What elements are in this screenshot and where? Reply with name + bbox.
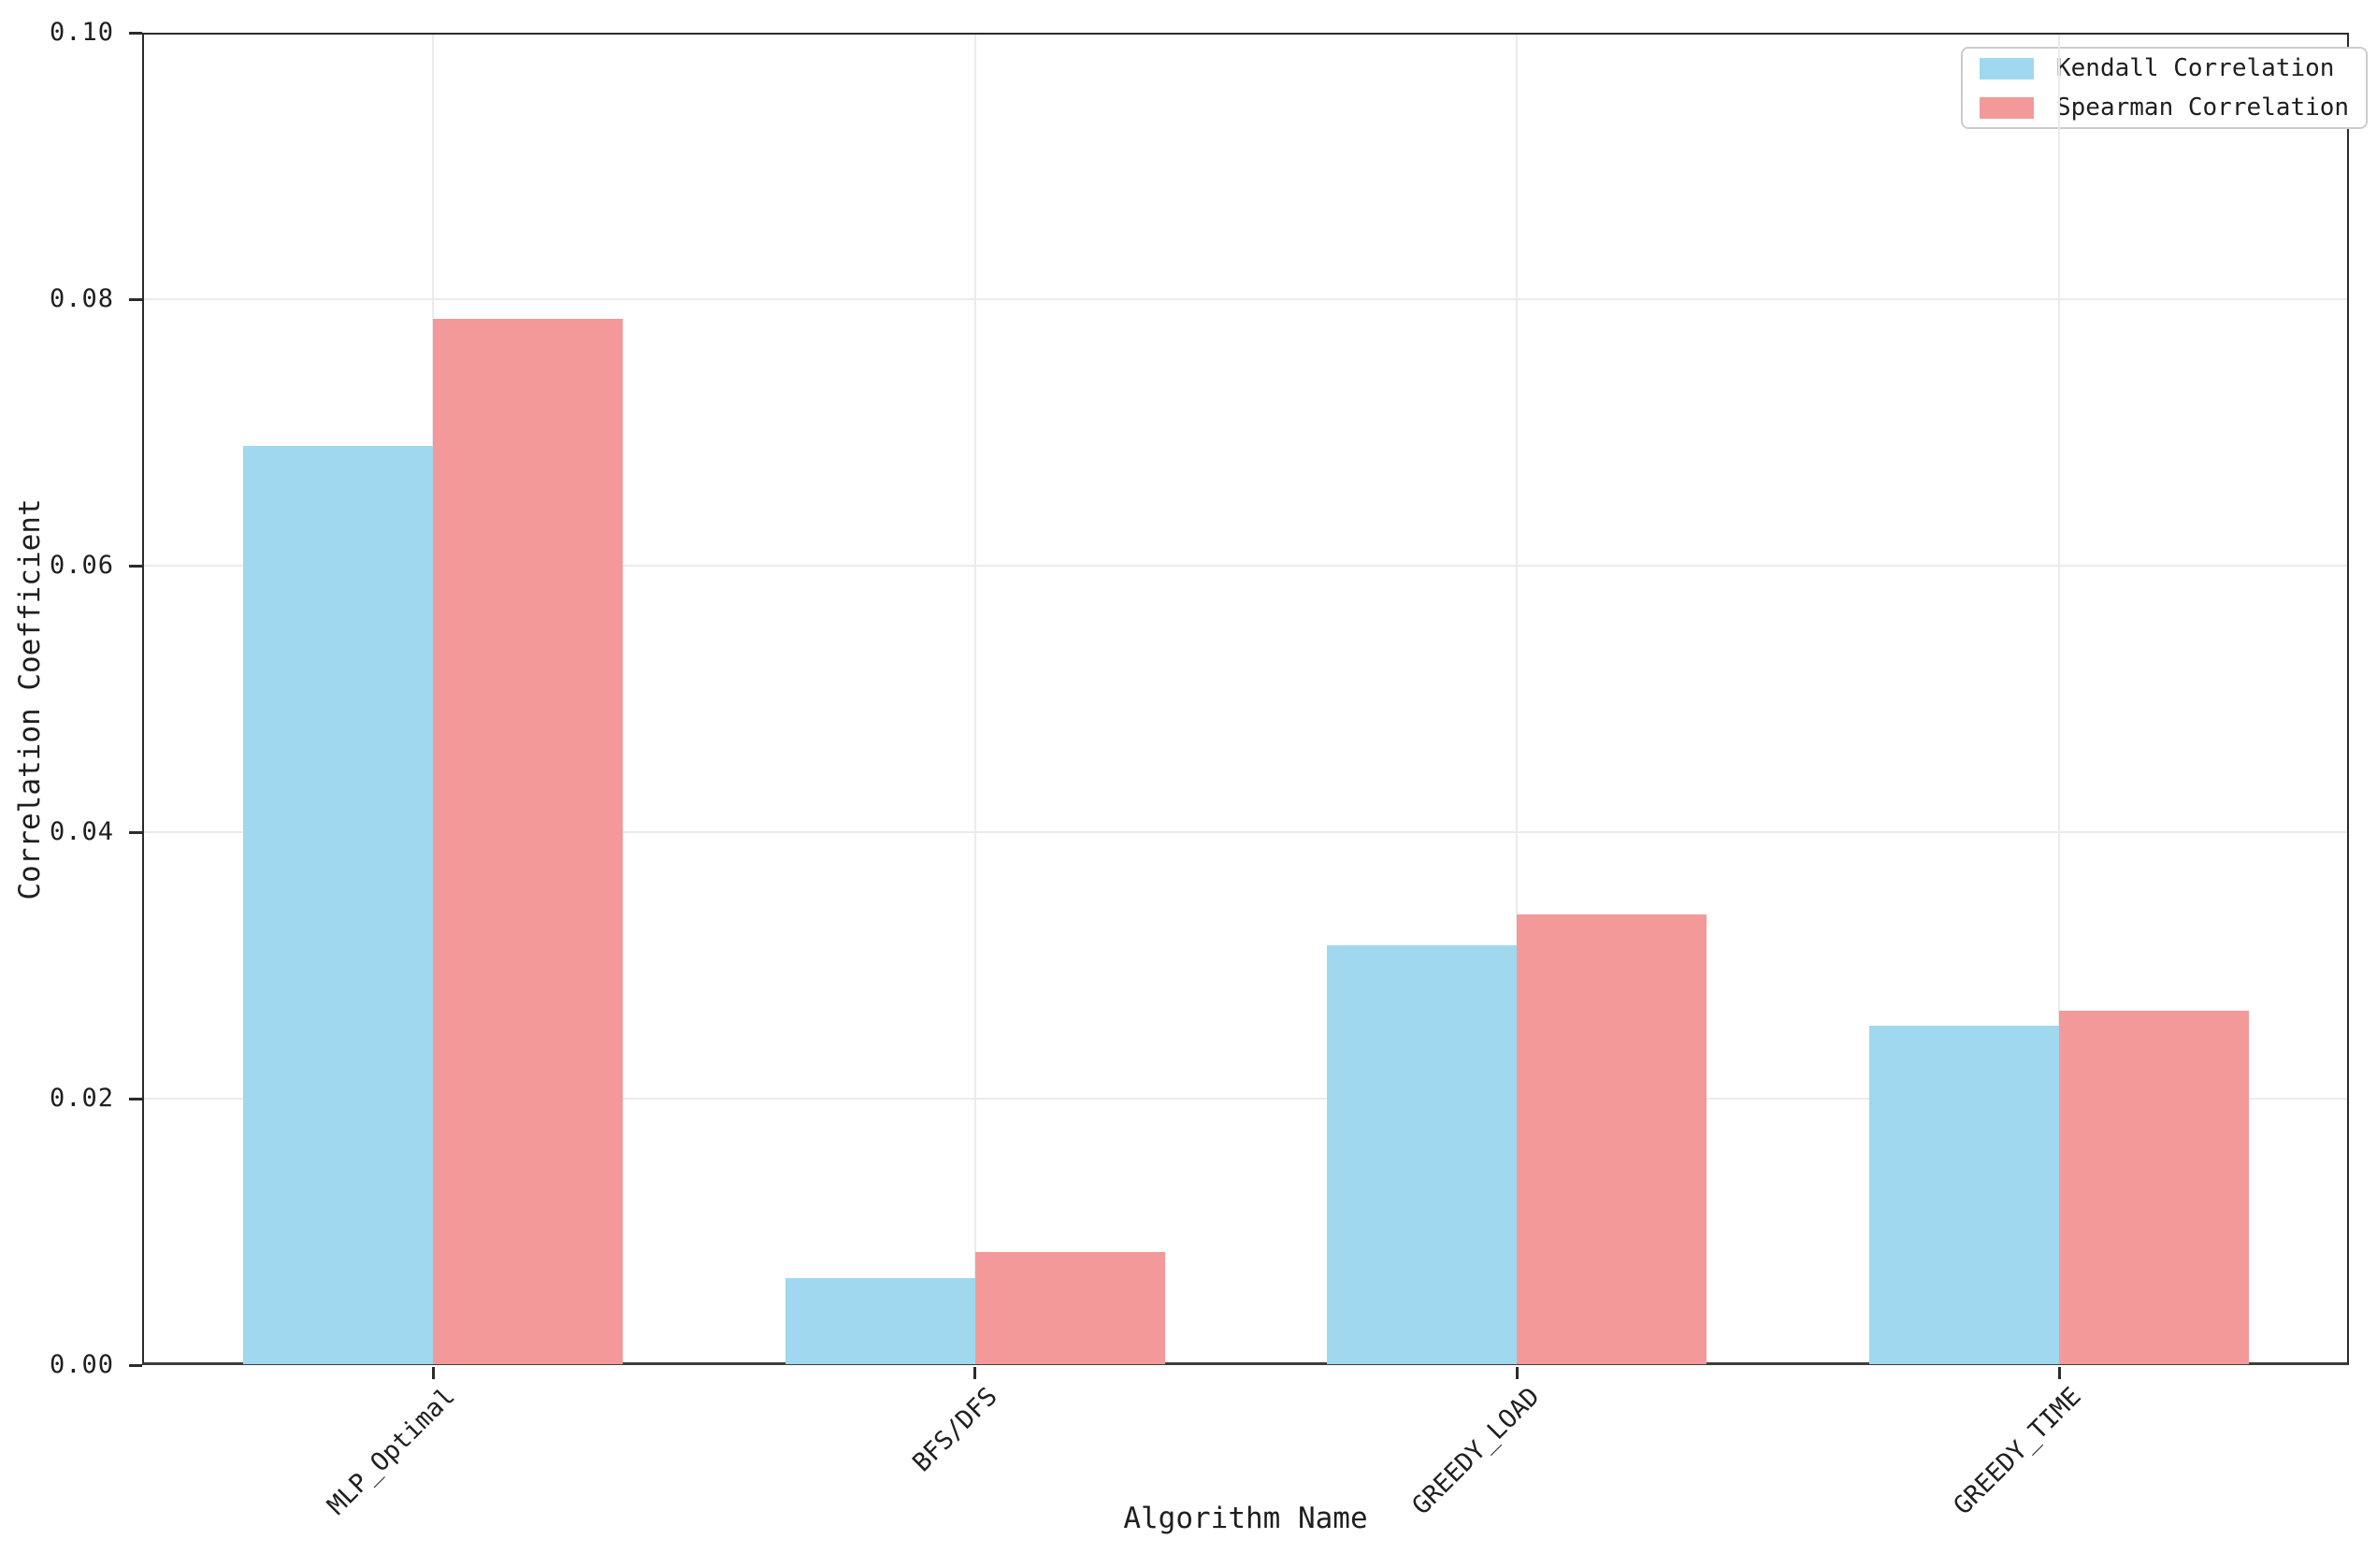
bar-kendall-greedy-load — [1327, 945, 1518, 1364]
x-tick-mark — [1515, 1367, 1519, 1379]
y-tick-label: 0.04 — [49, 817, 114, 846]
vertical-gridline — [973, 35, 976, 1363]
x-tick-label-mlp-optimal: MLP_Optimal — [322, 1382, 461, 1521]
y-tick-mark — [129, 297, 142, 301]
y-tick-mark — [129, 1363, 142, 1367]
bar-kendall-greedy-time — [1869, 1025, 2059, 1364]
legend-label-kendall-correlation: Kendall Correlation — [2056, 54, 2335, 82]
legend: Kendall Correlation Spearman Correlation — [1961, 47, 2369, 129]
y-tick-label: 0.06 — [49, 551, 114, 580]
y-tick-mark — [129, 564, 142, 568]
y-tick-label: 0.02 — [49, 1084, 114, 1113]
bar-spearman-bfs-dfs — [974, 1251, 1165, 1364]
y-tick-label: 0.00 — [49, 1350, 114, 1379]
bar-spearman-greedy-load — [1517, 914, 1707, 1364]
bar-kendall-bfs-dfs — [785, 1278, 975, 1364]
legend-item-spearman-correlation: Spearman Correlation — [1980, 94, 2349, 122]
horizontal-gridline — [144, 831, 2347, 833]
spearman-correlation-swatch — [1980, 96, 2034, 119]
x-tick-label-greedy-time: GREEDY_TIME — [1948, 1382, 2087, 1521]
legend-label-spearman-correlation: Spearman Correlation — [2056, 94, 2350, 122]
x-tick-mark — [431, 1367, 435, 1379]
x-tick-mark — [2057, 1367, 2061, 1379]
y-tick-mark — [129, 1097, 142, 1100]
vertical-gridline — [1516, 35, 1519, 1363]
vertical-gridline — [2058, 35, 2060, 1363]
x-tick-label-bfs-dfs: BFS/DFS — [907, 1382, 1003, 1478]
x-axis-title: Algorithm Name — [1123, 1502, 1368, 1535]
horizontal-gridline — [144, 1098, 2347, 1100]
x-tick-mark — [973, 1367, 977, 1379]
legend-item-kendall-correlation: Kendall Correlation — [1980, 54, 2349, 82]
horizontal-gridline — [144, 298, 2347, 300]
bar-kendall-mlp-optimal — [243, 445, 433, 1364]
y-tick-label: 0.08 — [49, 284, 114, 313]
x-tick-label-greedy-load: GREEDY_LOAD — [1405, 1382, 1546, 1521]
bar-spearman-greedy-time — [2059, 1010, 2249, 1364]
horizontal-gridline — [144, 565, 2347, 567]
y-tick-mark — [129, 31, 142, 35]
bar-spearman-mlp-optimal — [433, 319, 623, 1364]
y-tick-mark — [129, 830, 142, 834]
kendall-correlation-swatch — [1980, 57, 2034, 79]
y-tick-label: 0.10 — [49, 18, 114, 47]
